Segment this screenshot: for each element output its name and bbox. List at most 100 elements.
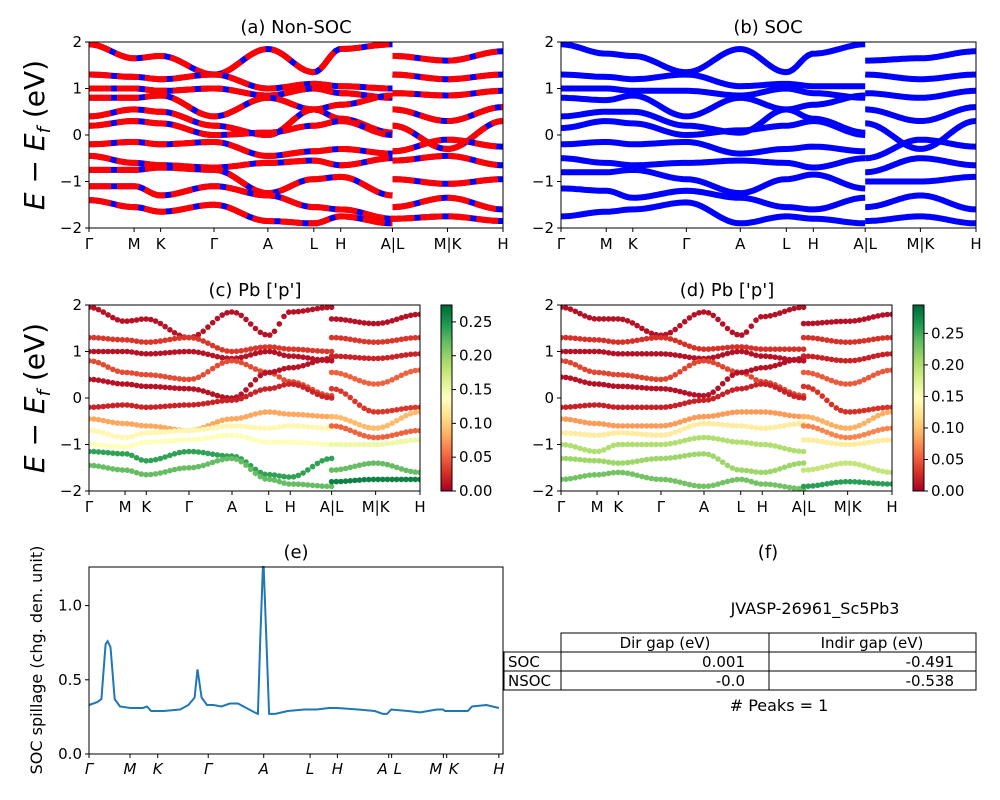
data-point — [338, 370, 344, 377]
data-point — [271, 328, 278, 335]
data-point — [629, 338, 636, 344]
data-point — [214, 392, 221, 399]
xtick-label: M|K — [906, 235, 935, 253]
band-line — [561, 118, 866, 139]
data-point — [601, 316, 607, 322]
data-point — [861, 338, 867, 344]
band-line-red — [392, 118, 503, 152]
data-point — [129, 381, 135, 388]
data-point — [610, 460, 617, 466]
data-point — [667, 440, 674, 447]
data-point — [758, 441, 764, 448]
band-line — [561, 139, 866, 157]
data-point — [591, 457, 598, 464]
data-point — [677, 401, 683, 408]
data-point — [267, 471, 273, 478]
band-line-red — [392, 104, 503, 124]
data-point — [276, 374, 283, 380]
data-point — [328, 348, 335, 355]
data-point — [870, 353, 877, 360]
data-point — [342, 465, 349, 472]
data-point — [105, 379, 111, 385]
data-point — [129, 443, 135, 449]
data-point — [748, 351, 755, 357]
data-point — [879, 468, 886, 475]
data-point — [152, 456, 159, 463]
data-point — [796, 346, 802, 353]
xtick-label: M — [591, 498, 604, 516]
data-point — [290, 381, 297, 388]
data-point — [724, 389, 731, 395]
data-point — [148, 383, 154, 390]
data-point — [662, 376, 669, 382]
data-point — [852, 318, 858, 324]
data-point — [247, 364, 254, 370]
data-point — [148, 457, 154, 464]
data-point — [856, 461, 863, 468]
data-point — [110, 466, 116, 472]
data-point — [810, 415, 816, 421]
data-point — [677, 419, 683, 425]
data-point — [629, 404, 636, 411]
data-point — [257, 349, 264, 356]
panel-a-plot: 210−1−2Γ M K Γ A L H A|L M|K H — [60, 33, 509, 253]
data-point — [91, 358, 97, 365]
data-point — [143, 339, 149, 346]
band-line — [864, 71, 976, 83]
data-point — [110, 402, 116, 409]
data-point — [171, 428, 178, 434]
data-point — [856, 408, 863, 415]
data-point — [328, 334, 335, 341]
data-point — [681, 365, 688, 372]
data-point — [629, 373, 636, 379]
data-point — [267, 385, 273, 392]
data-point — [772, 384, 778, 390]
data-point — [333, 414, 340, 420]
data-point — [805, 320, 812, 327]
data-point — [677, 339, 683, 346]
xtick-label: L — [306, 760, 314, 778]
data-point — [352, 337, 358, 343]
data-point — [295, 308, 302, 315]
ytick-label: 0 — [72, 389, 82, 407]
data-point — [389, 377, 395, 383]
data-point — [586, 420, 593, 426]
data-point — [205, 324, 211, 330]
xtick-label: K — [153, 760, 164, 778]
data-point — [786, 462, 793, 469]
data-point — [328, 385, 335, 392]
data-point — [889, 409, 892, 415]
data-point — [582, 419, 588, 426]
data-point — [157, 470, 164, 476]
data-point — [634, 384, 640, 391]
data-point — [743, 467, 750, 474]
data-point — [219, 312, 225, 318]
data-point — [247, 352, 254, 358]
data-point — [412, 427, 419, 434]
data-point — [195, 436, 202, 443]
data-point — [620, 469, 626, 476]
data-point — [700, 358, 707, 364]
data-point — [800, 423, 807, 429]
data-point — [133, 338, 140, 345]
data-point — [719, 364, 726, 370]
data-point — [124, 443, 130, 450]
data-point — [700, 451, 707, 457]
data-point — [577, 456, 583, 463]
data-point — [634, 404, 640, 411]
data-point — [875, 313, 881, 319]
data-point — [356, 477, 363, 483]
data-point — [696, 392, 702, 399]
data-point — [833, 379, 839, 386]
data-point — [753, 365, 759, 372]
data-point — [176, 465, 183, 472]
xtick-label: M — [600, 235, 613, 253]
data-point — [110, 450, 116, 457]
data-point — [691, 398, 697, 405]
data-point — [305, 440, 311, 446]
data-point — [875, 480, 881, 487]
data-point — [205, 369, 211, 375]
data-point — [582, 366, 588, 373]
data-point — [577, 474, 583, 480]
